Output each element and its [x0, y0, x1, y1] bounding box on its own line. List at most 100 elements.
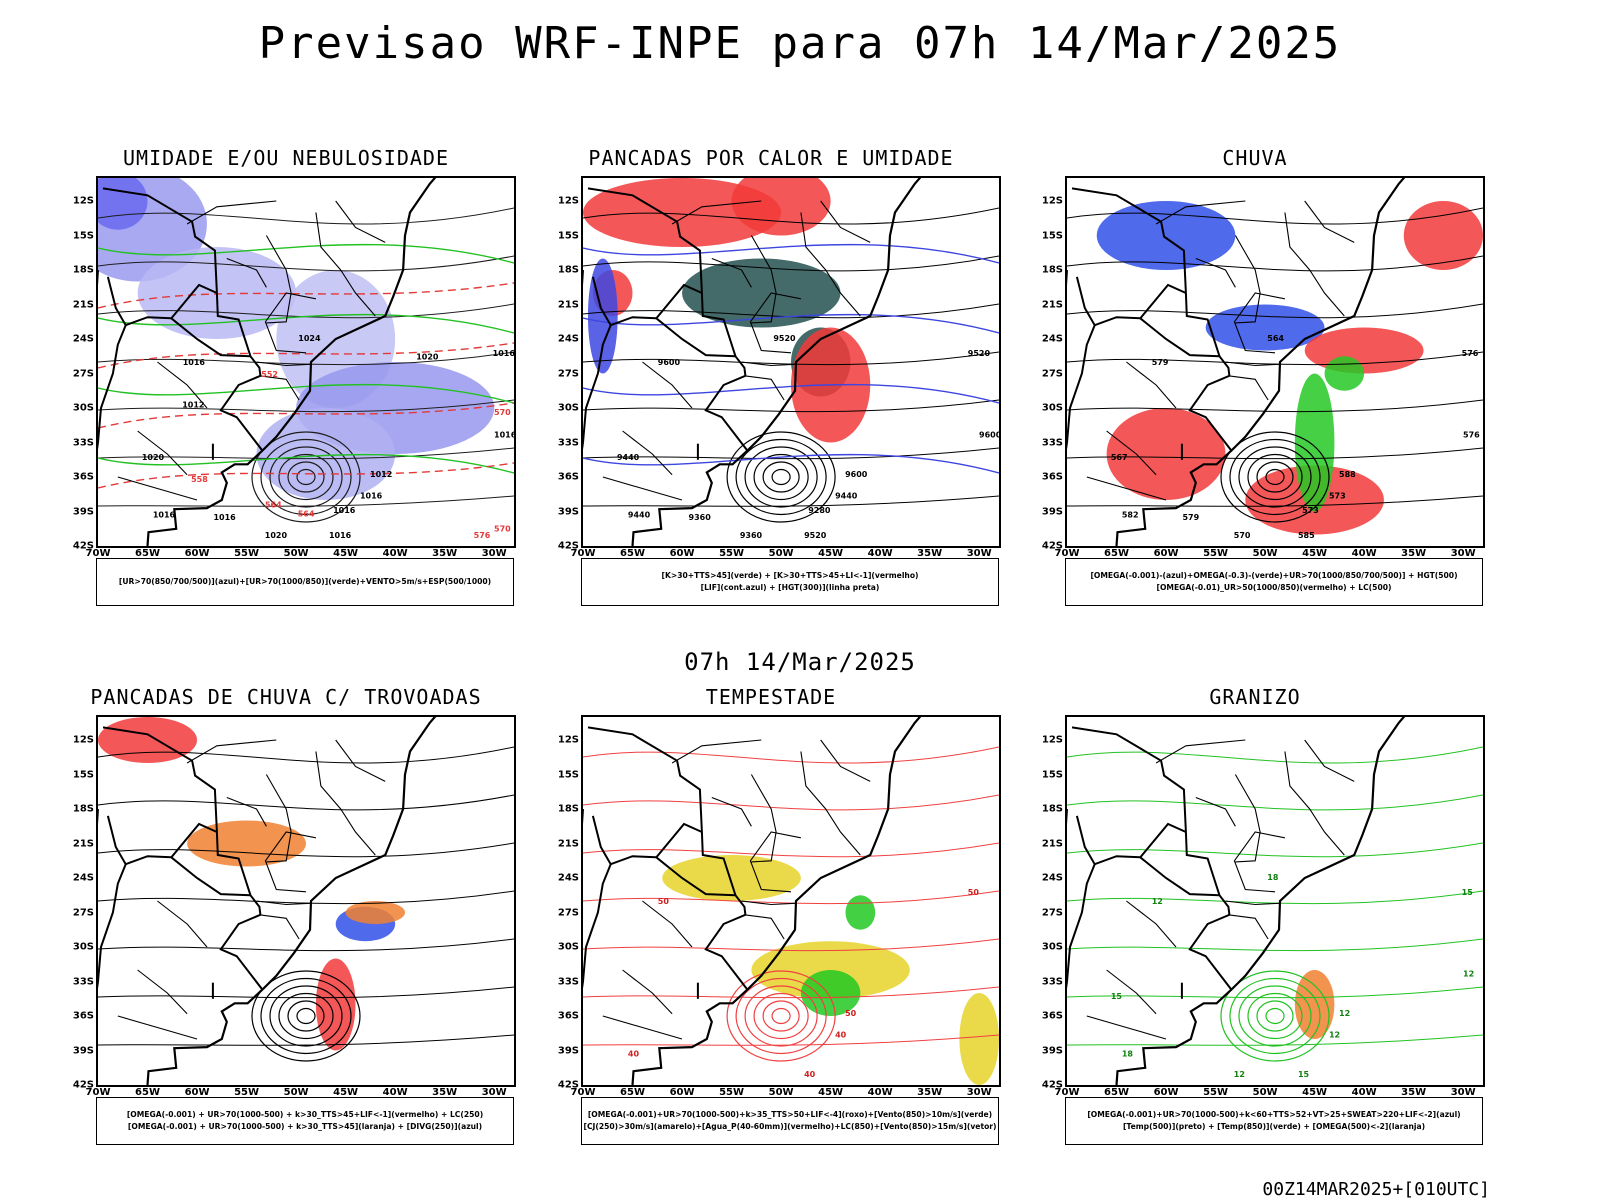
isoline-4	[1067, 938, 1483, 952]
contour-label: 1016	[493, 349, 514, 358]
east-coastline	[1115, 717, 1406, 1085]
contour-label: 582	[1122, 511, 1139, 520]
contour-label: 50	[845, 1009, 857, 1018]
shaded-field-6	[1324, 356, 1365, 391]
contour-label: 1012	[182, 400, 204, 409]
contour-label: 40	[628, 1050, 640, 1059]
state-border-0	[800, 212, 861, 317]
state-border-8	[642, 361, 693, 409]
country-border-1	[169, 283, 251, 358]
state-border-6	[1155, 200, 1246, 225]
lat-tick-label: 27S	[1041, 368, 1063, 379]
isoline-cyclone-3	[278, 992, 334, 1040]
state-border-6	[1155, 739, 1246, 764]
lon-tick-label: 55W	[719, 548, 745, 559]
lat-tick-label: 27S	[557, 907, 579, 918]
lat-tick-label: 33S	[72, 976, 94, 987]
legend-line: [OMEGA(-0.001) + UR>70(1000-500) + k>30_…	[126, 1110, 484, 1119]
state-border-0	[1284, 212, 1345, 317]
lon-tick-label: 65W	[135, 548, 160, 559]
legend-line: [Temp(500)](preto) + [Temp(850)](verde) …	[1122, 1122, 1426, 1131]
isoline-cyclone-4	[744, 985, 818, 1047]
lon-tick-label: 70W	[570, 1087, 596, 1098]
lat-axis: 12S 15S 18S 21S 24S 27S 30S 33S 36S 39S 42S	[1025, 176, 1063, 552]
contour-label: 576	[1463, 431, 1480, 440]
contour-label: 9440	[617, 453, 640, 462]
lat-tick-label: 39S	[557, 1045, 579, 1056]
panel-pancadas-calor: PANCADAS POR CALOR E UMIDADE 9600 9520 9440…	[541, 146, 1001, 636]
contour-label: 1020	[265, 531, 288, 540]
isoline-cyclone-5	[1229, 438, 1321, 516]
shaded-field-1	[751, 941, 910, 999]
lat-tick-label: 24S	[72, 872, 94, 884]
secondary-isoline-3	[583, 453, 999, 474]
isoline-cyclone-1	[771, 1007, 791, 1025]
lon-axis: 70W 65W 60W 55W 50W 45W 40W 35W 30W	[86, 548, 516, 562]
state-border-6	[671, 200, 762, 225]
lon-tick-label: 45W	[1302, 1087, 1328, 1098]
lat-tick-label: 42S	[72, 540, 94, 552]
mid-time-label: 07h 14/Mar/2025	[684, 648, 916, 676]
state-border-8	[157, 361, 208, 409]
state-border-3	[749, 292, 802, 354]
isoline-3	[583, 890, 999, 905]
isoline-6	[1067, 1034, 1483, 1046]
lat-tick-label: 33S	[1041, 976, 1063, 987]
state-border-7	[1304, 200, 1355, 243]
isoline-cyclone-1	[296, 1007, 316, 1025]
map-plot-area: 12 15 18 12 15 12 12 15 18 12	[1065, 715, 1485, 1087]
thickness-line-3	[98, 462, 514, 489]
state-border-2	[711, 796, 752, 827]
country-border-0	[215, 292, 264, 452]
lon-tick-label: 45W	[333, 1087, 359, 1098]
lat-tick-label: 21S	[72, 299, 94, 310]
contour-label: 1020	[142, 453, 165, 462]
country-border-3	[587, 187, 703, 294]
lon-tick-label: 60W	[669, 1087, 695, 1098]
lat-axis: 12S 15S 18S 21S 24S 27S 30S 33S 36S 39S 42S	[56, 715, 94, 1091]
lon-tick-label: 40W	[382, 548, 408, 559]
secondary-isoline-0	[583, 243, 999, 264]
state-border-1	[1234, 235, 1261, 324]
isoline-2	[583, 303, 999, 319]
state-border-0	[800, 751, 861, 856]
state-border-0	[315, 751, 376, 856]
lat-tick-label: 36S	[72, 471, 94, 483]
lat-tick-label: 30S	[72, 402, 94, 414]
lon-tick-label: 30W	[966, 1087, 992, 1098]
legend-box: [OMEGA(-0.001)+UR>70(1000-500)+k<60+TTS>…	[1065, 1097, 1483, 1145]
lat-tick-label: 39S	[72, 506, 94, 517]
lon-tick-label: 70W	[85, 548, 111, 559]
contour-label: 579	[1152, 358, 1169, 367]
isoline-4	[1067, 399, 1483, 413]
thickness-line-2	[98, 402, 514, 429]
contour-label: 588	[1339, 470, 1356, 479]
state-border-9	[1106, 969, 1157, 1015]
isoline-cyclone-3	[278, 453, 334, 501]
isoline-cyclone-1	[1265, 1007, 1285, 1025]
legend-line: [OMEGA(-0.01)_UR>50(1000/850)(vermelho) …	[1156, 583, 1392, 592]
secondary-isoline-0	[98, 243, 514, 264]
lon-tick-label: 60W	[1153, 1087, 1179, 1098]
lon-tick-label: 30W	[1450, 548, 1476, 559]
lon-tick-label: 45W	[818, 1087, 844, 1098]
country-border-4	[583, 863, 612, 989]
country-border-3	[102, 187, 218, 294]
lat-tick-label: 12S	[72, 195, 94, 207]
lon-tick-label: 55W	[234, 548, 260, 559]
country-border-1	[654, 822, 736, 897]
contour-label: 9440	[628, 511, 651, 520]
country-border-4	[1067, 324, 1096, 450]
country-border-0	[700, 831, 749, 991]
contour-label: 570	[494, 525, 511, 534]
lat-tick-label: 42S	[1041, 1079, 1063, 1091]
shaded-field-1	[98, 178, 148, 230]
lon-tick-label: 35W	[917, 1087, 943, 1098]
lon-tick-label: 40W	[867, 1087, 893, 1098]
isoline-cyclone-6	[251, 431, 361, 523]
lon-tick-label: 65W	[135, 1087, 160, 1098]
contour-label: 50	[658, 897, 670, 906]
lon-tick-label: 40W	[382, 1087, 408, 1098]
state-border-5	[1228, 375, 1269, 401]
legend-line: [OMEGA(-0.001)-(azul)+OMEGA(-0.3)-(verde…	[1090, 571, 1458, 580]
